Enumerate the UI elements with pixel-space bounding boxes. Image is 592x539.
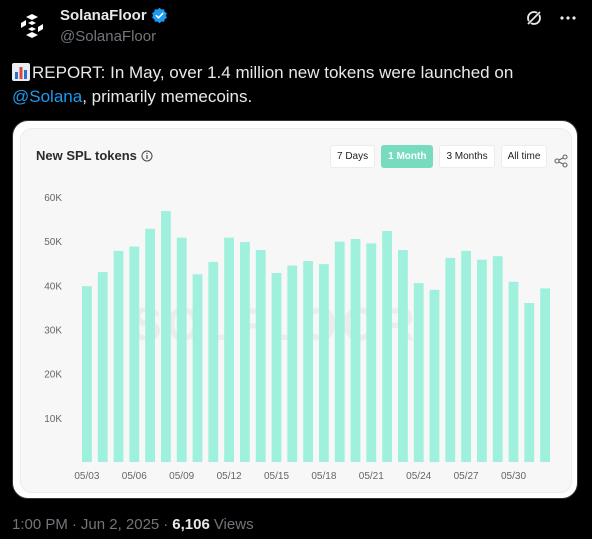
bar-05/23[interactable]	[398, 250, 408, 462]
bar-05/24[interactable]	[413, 283, 424, 462]
bar-05/07[interactable]	[145, 228, 155, 462]
tab-3-months[interactable]: 3 Months	[439, 145, 495, 168]
bar-05/31[interactable]	[524, 303, 535, 462]
bar-05/22[interactable]	[382, 231, 392, 462]
bar-05/28[interactable]	[477, 259, 487, 462]
verified-badge-icon	[151, 7, 167, 24]
mention-link[interactable]: @Solana	[12, 87, 83, 106]
y-tick-label: 40K	[44, 281, 62, 292]
y-tick-label: 30K	[44, 326, 62, 337]
bar-05/09[interactable]	[176, 237, 187, 462]
x-tick-label: 05/24	[406, 471, 431, 482]
bar-05/19[interactable]	[334, 241, 345, 462]
x-tick-label: 05/18	[311, 471, 336, 482]
bar-05/21[interactable]	[366, 243, 377, 462]
solanafloor-logo-icon	[21, 14, 43, 38]
bar-05/26[interactable]	[445, 257, 456, 462]
x-tick-label: 05/03	[74, 471, 99, 482]
views-count: 6,106	[172, 516, 210, 533]
tweet-text-before: REPORT: In May, over 1.4 million new tok…	[32, 63, 514, 82]
y-tick-label: 60K	[44, 193, 62, 204]
tweet-text: REPORT: In May, over 1.4 million new tok…	[12, 61, 572, 109]
bar-05/05[interactable]	[113, 250, 124, 462]
x-tick-label: 05/21	[359, 471, 384, 482]
y-tick-label: 20K	[44, 370, 62, 381]
tweet-footer: 1:00 PM · Jun 2, 2025 · 6,106 Views	[12, 516, 254, 533]
x-tick-label: 05/27	[454, 471, 479, 482]
chart-title: New SPL tokens	[36, 148, 153, 163]
x-tick-label: 05/30	[501, 471, 526, 482]
y-tick-label: 50K	[44, 237, 62, 248]
bar-05/25[interactable]	[429, 289, 440, 463]
tweet-text-after: , primarily memecoins.	[82, 87, 253, 106]
bar-05/13[interactable]	[240, 242, 250, 462]
bar-05/16[interactable]	[287, 265, 298, 463]
avatar[interactable]	[12, 6, 52, 46]
bar-05/08[interactable]	[161, 211, 171, 462]
author-handle[interactable]: @SolanaFloor	[60, 28, 157, 45]
tweet-time[interactable]: 1:00 PM	[12, 516, 68, 533]
info-icon[interactable]	[141, 150, 153, 162]
bar-05/27[interactable]	[461, 250, 471, 462]
author-display-name[interactable]: SolanaFloor	[60, 7, 147, 24]
grok-icon[interactable]	[524, 8, 544, 28]
bar-06/01[interactable]	[540, 288, 550, 462]
bar-05/17[interactable]	[303, 261, 313, 462]
x-tick-label: 05/06	[122, 471, 147, 482]
x-tick-label: 05/12	[217, 471, 242, 482]
tab-all-time[interactable]: All time	[500, 145, 548, 168]
bar-05/18[interactable]	[319, 264, 329, 462]
bar-05/15[interactable]	[271, 273, 282, 462]
x-tick-label: 05/15	[264, 471, 289, 482]
footer-separator: ·	[71, 516, 77, 533]
tab-1-month[interactable]: 1 Month	[381, 145, 434, 168]
bar-05/06[interactable]	[129, 246, 140, 463]
bar-05/20[interactable]	[350, 239, 361, 462]
chart-title-text: New SPL tokens	[36, 148, 137, 163]
bar-chart: 10K 20K 30K 40K 50K 60K 05/03 05/06 05/09 05/12 05…	[44, 193, 550, 482]
timeframe-tabs: 7 Days 1 Month 3 Months All time	[330, 145, 548, 168]
bar-05/12[interactable]	[224, 237, 234, 462]
bar-05/10[interactable]	[192, 274, 203, 462]
tweet-top-actions	[524, 8, 578, 28]
author-name-row: SolanaFloor	[60, 7, 168, 24]
bar-chart-emoji-icon	[12, 63, 30, 81]
media-card[interactable]: New SPL tokens 7 Days 1 Month 3 Months A…	[12, 120, 578, 499]
chart-panel: New SPL tokens 7 Days 1 Month 3 Months A…	[20, 128, 572, 493]
bar-05/04[interactable]	[97, 272, 108, 462]
tweet-date[interactable]: Jun 2, 2025	[80, 516, 160, 533]
more-options-icon[interactable]	[558, 8, 578, 28]
tab-7-days[interactable]: 7 Days	[330, 145, 376, 168]
y-tick-label: 10K	[44, 414, 62, 425]
bar-05/30[interactable]	[508, 281, 519, 462]
footer-separator: ·	[163, 516, 169, 533]
share-icon[interactable]	[554, 154, 568, 168]
x-tick-label: 05/09	[169, 471, 194, 482]
bar-05/11[interactable]	[208, 261, 219, 462]
bar-05/14[interactable]	[255, 250, 266, 462]
bar-05/29[interactable]	[492, 256, 503, 462]
views-label: Views	[213, 516, 254, 533]
bar-05/03[interactable]	[82, 286, 92, 462]
